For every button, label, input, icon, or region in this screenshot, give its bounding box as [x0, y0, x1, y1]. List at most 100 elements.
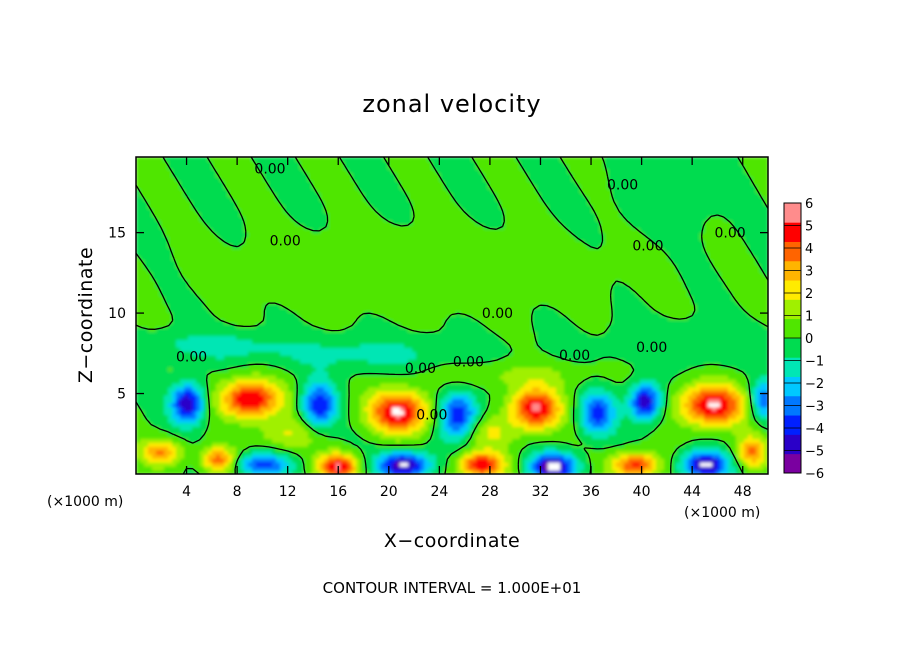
- field-cell: [680, 363, 685, 368]
- field-cell: [756, 390, 761, 396]
- field-cell: [596, 402, 601, 408]
- field-cell: [736, 458, 741, 463]
- field-cell: [500, 442, 505, 447]
- field-cell: [548, 386, 553, 392]
- field-cell: [724, 466, 729, 471]
- field-cell: [728, 418, 733, 424]
- field-cell: [600, 454, 605, 459]
- field-cell: [480, 430, 485, 435]
- field-cell: [592, 454, 597, 459]
- field-cell: [324, 438, 329, 443]
- field-cell: [572, 454, 577, 459]
- field-cell: [452, 438, 457, 443]
- field-cell: [696, 442, 701, 447]
- field-cell: [424, 394, 429, 400]
- field-cell: [476, 438, 481, 443]
- field-cell: [284, 367, 289, 372]
- field-cell: [640, 430, 645, 435]
- field-cell: [740, 410, 745, 416]
- field-cell: [548, 355, 553, 360]
- field-cell: [524, 390, 529, 396]
- field-cell: [540, 406, 545, 412]
- field-cell: [732, 363, 737, 368]
- field-cell: [420, 450, 425, 455]
- field-cell: [516, 359, 521, 364]
- field-cell: [212, 422, 217, 428]
- field-cell: [344, 450, 349, 455]
- field-cell: [216, 374, 221, 380]
- field-cell: [492, 462, 497, 467]
- field-cell: [328, 374, 333, 380]
- field-cell: [524, 446, 529, 451]
- field-cell: [416, 355, 421, 360]
- field-cell: [396, 351, 401, 356]
- field-cell: [660, 382, 665, 388]
- field-cell: [472, 414, 477, 420]
- field-cell: [548, 470, 553, 474]
- field-cell: [468, 347, 473, 352]
- field-cell: [460, 374, 465, 380]
- field-cell: [304, 347, 309, 352]
- field-cell: [700, 466, 705, 471]
- field-cell: [376, 406, 381, 412]
- field-cell: [492, 355, 497, 360]
- field-cell: [140, 458, 145, 463]
- field-cell: [360, 410, 365, 416]
- field-cell: [380, 386, 385, 392]
- field-cell: [144, 351, 149, 356]
- field-cell: [504, 382, 509, 388]
- field-cell: [328, 390, 333, 396]
- field-cell: [624, 458, 629, 463]
- field-cell: [540, 351, 545, 356]
- field-cell: [720, 402, 725, 408]
- field-cell: [152, 378, 157, 384]
- field-cell: [308, 410, 313, 416]
- field-cell: [484, 347, 489, 352]
- field-cell: [480, 394, 485, 400]
- field-cell: [488, 418, 493, 424]
- field-cell: [544, 390, 549, 396]
- field-cell: [592, 378, 597, 384]
- field-cell: [440, 466, 445, 471]
- field-cell: [580, 422, 585, 428]
- field-cell: [312, 458, 317, 463]
- field-cell: [280, 406, 285, 412]
- field-cell: [640, 382, 645, 388]
- field-cell: [736, 418, 741, 424]
- field-cell: [292, 406, 297, 412]
- field-cell: [504, 374, 509, 380]
- field-cell: [540, 374, 545, 380]
- field-cell: [460, 430, 465, 435]
- field-cell: [464, 355, 469, 360]
- field-cell: [392, 462, 397, 467]
- field-cell: [592, 438, 597, 443]
- field-cell: [236, 422, 241, 428]
- field-cell: [544, 351, 549, 356]
- field-cell: [716, 426, 721, 432]
- field-cell: [140, 430, 145, 435]
- field-cell: [408, 347, 413, 352]
- field-cell: [180, 359, 185, 364]
- field-cell: [696, 382, 701, 388]
- field-cell: [596, 434, 601, 439]
- field-cell: [300, 430, 305, 435]
- field-cell: [276, 386, 281, 392]
- field-cell: [232, 422, 237, 428]
- field-cell: [480, 406, 485, 412]
- field-cell: [732, 462, 737, 467]
- field-cell: [504, 347, 509, 352]
- field-cell: [192, 422, 197, 428]
- field-cell: [568, 370, 573, 376]
- field-cell: [564, 351, 569, 356]
- field-cell: [364, 458, 369, 463]
- field-cell: [396, 370, 401, 376]
- field-cell: [264, 406, 269, 412]
- field-cell: [448, 414, 453, 420]
- field-cell: [420, 414, 425, 420]
- field-cell: [200, 363, 205, 368]
- field-cell: [756, 351, 761, 356]
- field-cell: [364, 406, 369, 412]
- field-cell: [492, 430, 497, 435]
- field-cell: [660, 406, 665, 412]
- field-cell: [684, 363, 689, 368]
